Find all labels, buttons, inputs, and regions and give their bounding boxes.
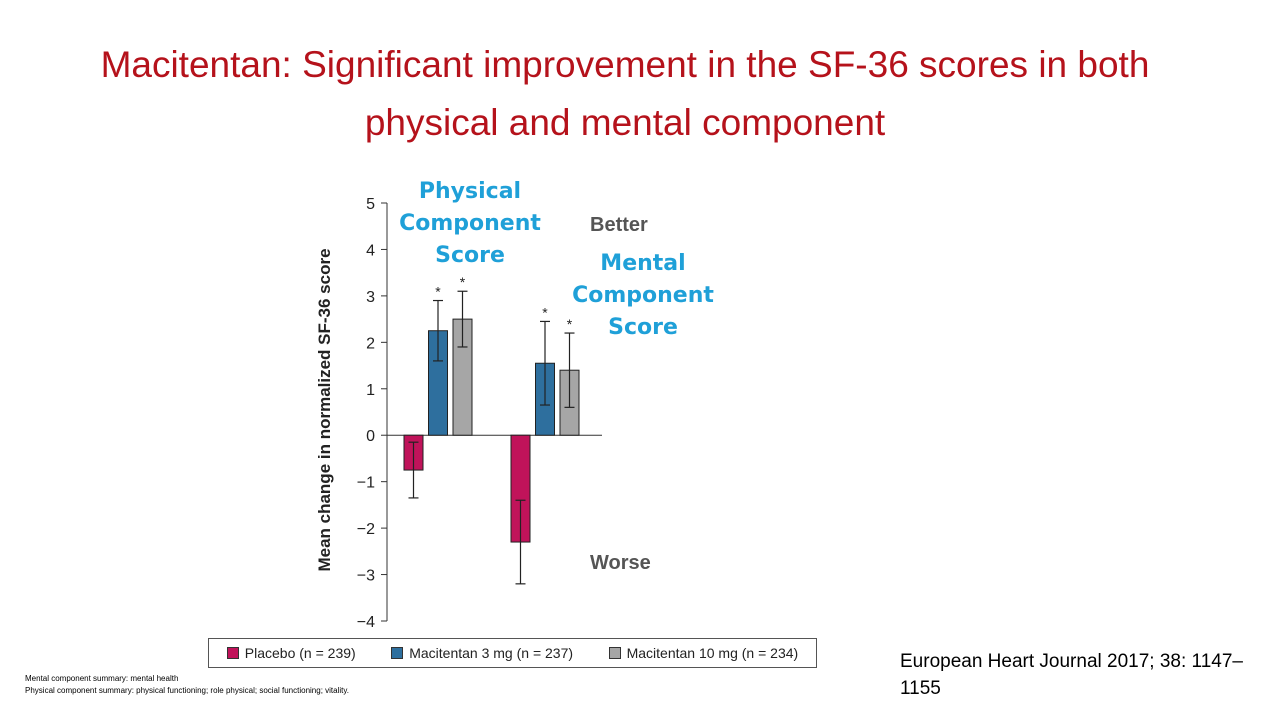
y-tick-label: 1	[366, 382, 375, 399]
error-bar	[515, 499, 526, 585]
error-bar	[408, 441, 419, 499]
footnote: Physical component summary: physical fun…	[25, 686, 349, 695]
legend-item: Macitentan 10 mg (n = 234)	[608, 645, 799, 661]
error-bar	[457, 290, 468, 348]
footnote: Mental component summary: mental health	[25, 674, 179, 683]
legend-swatch	[608, 647, 621, 659]
error-bar	[564, 332, 575, 408]
legend-label: Placebo (n = 239)	[244, 645, 356, 661]
legend-item: Placebo (n = 239)	[226, 645, 356, 661]
annotation: Better	[590, 214, 648, 236]
significance-marker: *	[567, 316, 573, 332]
legend: Placebo (n = 239) Macitentan 3 mg (n = 23…	[208, 638, 817, 668]
legend-label: Macitentan 10 mg (n = 234)	[626, 645, 799, 661]
slide-title: Macitentan: Significant improvement in t…	[100, 44, 1150, 143]
y-tick-label: −1	[357, 475, 375, 492]
legend-swatch	[391, 647, 404, 659]
significance-marker: *	[435, 284, 441, 300]
y-axis-label: Mean change in normalized SF-36 score	[315, 248, 334, 571]
error-bar	[540, 320, 550, 406]
y-tick-label: 2	[366, 335, 375, 352]
y-tick-label: −2	[357, 521, 375, 538]
significance-marker: *	[542, 304, 548, 320]
citation: European Heart Journal 2017; 38: 1147–11…	[900, 651, 1243, 699]
legend-item: Macitentan 3 mg (n = 237)	[391, 645, 573, 661]
y-tick-label: 3	[366, 289, 375, 306]
error-bar	[433, 299, 443, 362]
category-label: Mental Component Score	[572, 251, 714, 340]
significance-marker: *	[460, 274, 466, 290]
legend-swatch	[226, 647, 239, 659]
annotation: Worse	[590, 552, 651, 574]
y-tick-label: −4	[357, 614, 375, 631]
y-tick-label: 5	[366, 196, 375, 213]
legend-label: Macitentan 3 mg (n = 237)	[409, 645, 574, 661]
y-tick-label: −3	[357, 568, 375, 585]
y-tick-label: 4	[366, 242, 375, 259]
category-label: Physical Component Score	[399, 179, 541, 268]
y-tick-label: 0	[366, 428, 375, 445]
